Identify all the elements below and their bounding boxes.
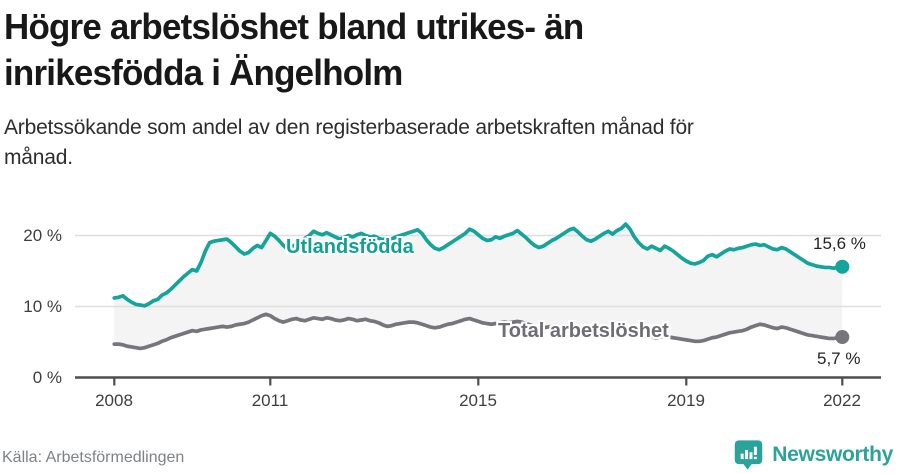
series-label-utlandsfodda: Utlandsfödda <box>286 236 414 258</box>
series-label-total-arbetsloshet: Total arbetslöshet <box>498 320 669 342</box>
newsworthy-logo: Newsworthy <box>732 438 893 472</box>
y-axis-label-20: 20 % <box>23 226 62 245</box>
newsworthy-logo-icon <box>735 440 763 470</box>
x-axis-label-2011: 2011 <box>251 391 289 410</box>
speech-bubble-shape <box>735 440 763 470</box>
page-subtitle: Arbetssökande som andel av den registerb… <box>4 113 864 173</box>
title-line-1: Högre arbetslöshet bland utrikes- än <box>4 6 584 47</box>
x-axis-label-2015: 2015 <box>459 391 497 410</box>
subtitle-line-1: Arbetssökande som andel av den registerb… <box>4 116 694 139</box>
source-note: Källa: Arbetsförmedlingen <box>2 449 185 466</box>
title-line-2: inrikesfödda i Ängelholm <box>4 52 403 93</box>
x-axis-label-2022: 2022 <box>823 391 861 410</box>
x-axis-label-2019: 2019 <box>667 391 705 410</box>
value-label-total-arbetsloshet: 5,7 % <box>817 349 861 368</box>
newsworthy-logo-text: Newsworthy <box>772 443 893 466</box>
page-title: Högre arbetslöshet bland utrikes- än inr… <box>4 4 838 96</box>
y-axis-label-10: 10 % <box>23 297 62 316</box>
y-axis-label-0: 0 % <box>32 368 62 387</box>
bar-chart-glyph <box>741 446 758 460</box>
value-label-utlandsfodda: 15,6 % <box>813 234 866 253</box>
x-axis-label-2008: 2008 <box>95 391 133 410</box>
subtitle-line-2: månad. <box>4 146 73 169</box>
